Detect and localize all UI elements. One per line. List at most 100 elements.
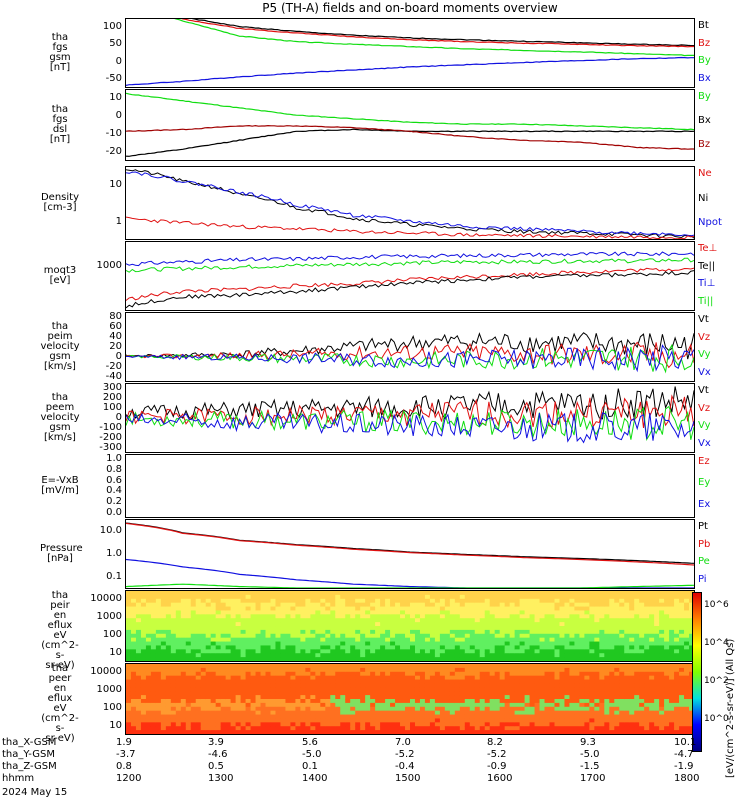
heatmap-cell <box>469 679 476 684</box>
heatmap-cell <box>130 683 137 688</box>
heatmap-cell <box>265 594 271 600</box>
heatmap-cell <box>624 645 630 650</box>
heatmap-cell <box>130 629 137 635</box>
heatmap-cell <box>270 695 276 700</box>
heatmap-cell <box>330 695 336 700</box>
legend-temp: Te⊥ <box>698 243 718 254</box>
heatmap-cell <box>439 606 446 611</box>
heatmap-cell <box>295 598 301 604</box>
heatmap-cell <box>539 637 546 643</box>
heatmap-cell <box>534 699 541 704</box>
heatmap-cell <box>330 645 336 650</box>
heatmap-cell <box>689 622 694 627</box>
heatmap-cell <box>629 675 635 681</box>
heatmap-cell <box>534 614 541 619</box>
heatmap-cell <box>350 706 356 712</box>
heatmap-cell <box>150 602 157 608</box>
heatmap-cell <box>285 637 291 643</box>
heatmap-cell <box>434 637 441 643</box>
heatmap-cell <box>380 722 386 727</box>
heatmap-cell <box>305 671 311 677</box>
heatmap-cell <box>534 695 541 700</box>
heatmap-cell <box>469 653 476 658</box>
heatmap-cell <box>684 687 690 692</box>
heatmap-cell <box>335 726 341 731</box>
heatmap-cell <box>484 675 491 681</box>
heatmap-cell <box>175 702 182 708</box>
heatmap-cell <box>474 649 481 654</box>
heatmap-cell <box>215 710 222 716</box>
heatmap-cell <box>290 687 296 692</box>
heatmap-cell <box>634 699 640 704</box>
heatmap-cell <box>185 730 192 734</box>
heatmap-cell <box>589 675 595 681</box>
heatmap-cell <box>230 730 237 734</box>
heatmap-cell <box>554 614 560 619</box>
heatmap-cell <box>604 730 610 734</box>
heatmap-cell <box>644 606 650 611</box>
heatmap-cell <box>544 667 551 673</box>
heatmap-cell <box>654 591 660 596</box>
heatmap-cell <box>270 679 276 684</box>
heatmap-cell <box>599 641 605 646</box>
heatmap-cell <box>135 610 142 615</box>
heatmap-cell <box>330 671 336 677</box>
heatmap-cell <box>225 637 232 643</box>
heatmap-cell <box>150 695 157 700</box>
heatmap-cell <box>410 591 416 596</box>
heatmap-cell <box>365 657 371 661</box>
heatmap-cell <box>579 683 585 688</box>
heatmap-cell <box>400 691 406 696</box>
heatmap-cell <box>614 722 620 727</box>
heatmap-cell <box>684 718 690 723</box>
heatmap-cell <box>469 614 476 619</box>
heatmap-cell <box>310 606 316 611</box>
heatmap-cell <box>534 657 541 661</box>
heatmap-cell <box>574 645 580 650</box>
heatmap-cell <box>160 679 167 684</box>
heatmap-cell <box>514 618 521 623</box>
heatmap-cell <box>684 633 690 639</box>
heatmap-cell <box>539 671 546 677</box>
heatmap-cell <box>270 606 276 611</box>
heatmap-cell <box>250 606 257 611</box>
heatmap-cell <box>325 683 331 688</box>
heatmap-cell <box>225 710 232 716</box>
heatmap-cell <box>564 622 570 627</box>
heatmap-cell <box>400 695 406 700</box>
heatmap-cell <box>629 629 635 635</box>
heatmap-cell <box>345 702 351 708</box>
heatmap-cell <box>449 653 456 658</box>
heatmap-cell <box>385 671 391 677</box>
heatmap-cell <box>544 722 551 727</box>
heatmap-cell <box>365 667 371 673</box>
heatmap-cell <box>190 664 197 669</box>
heatmap-cell <box>255 714 262 719</box>
heatmap-cell <box>444 598 451 604</box>
heatmap-cell <box>130 722 137 727</box>
heatmap-cell <box>230 598 237 604</box>
heatmap-cell <box>469 714 476 719</box>
heatmap-cell <box>629 722 635 727</box>
heatmap-cell <box>469 641 476 646</box>
heatmap-cell <box>360 657 366 661</box>
heatmap-cell <box>295 594 301 600</box>
heatmap-cell <box>280 699 286 704</box>
heatmap-cell <box>504 653 511 658</box>
heatmap-cell <box>130 691 137 696</box>
heatmap-cell <box>544 710 551 716</box>
heatmap-cell <box>419 629 426 635</box>
heatmap-cell <box>185 675 192 681</box>
heatmap-cell <box>285 591 291 596</box>
heatmap-cell <box>385 695 391 700</box>
heatmap-cell <box>544 699 551 704</box>
legend-peim: Vx <box>698 366 711 378</box>
heatmap-cell <box>414 649 421 654</box>
heatmap-cell <box>245 657 252 661</box>
heatmap-cell <box>275 622 281 627</box>
heatmap-cell <box>439 691 446 696</box>
heatmap-cell <box>619 606 625 611</box>
heatmap-cell <box>130 641 137 646</box>
heatmap-cell <box>609 675 615 681</box>
heatmap-cell <box>240 710 247 716</box>
